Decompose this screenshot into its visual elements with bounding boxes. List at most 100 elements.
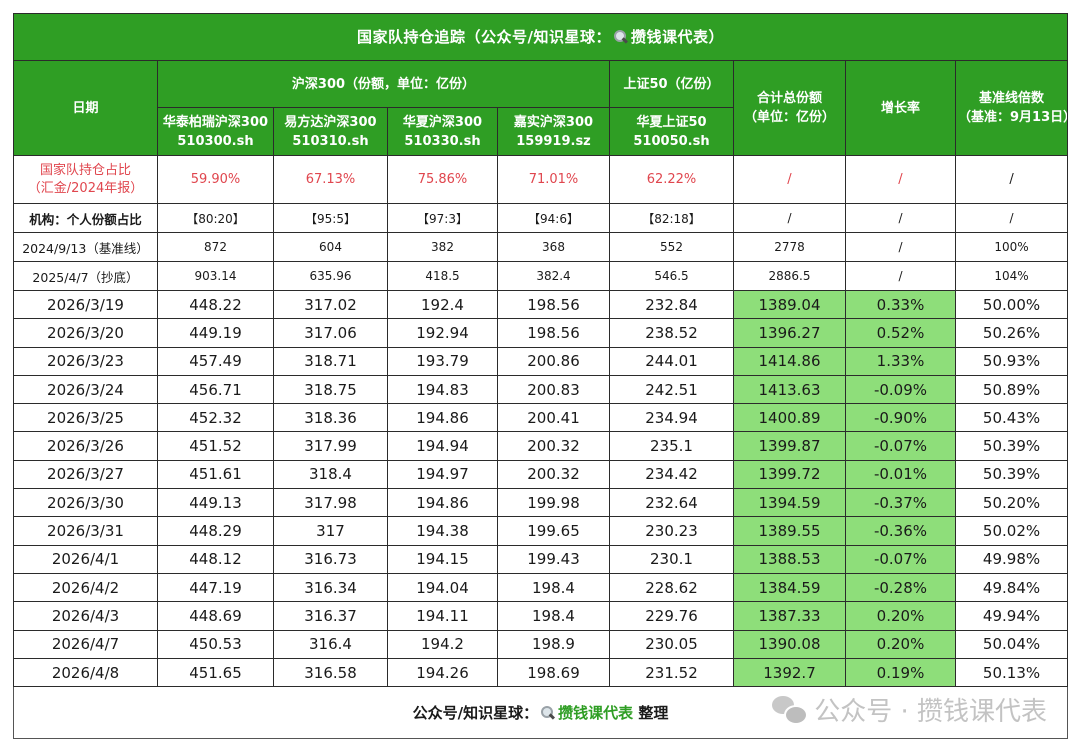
cell: 317.99 (273, 431, 388, 461)
row-date: 2026/3/19 (13, 289, 158, 320)
cell-multiple: / (954, 155, 1069, 204)
cell-total: 1388.53 (733, 544, 846, 574)
cell: 62.22% (609, 155, 734, 204)
cell: 199.98 (497, 488, 610, 518)
row-date: 2026/4/7 (13, 629, 158, 659)
table-title: 国家队持仓追踪（公众号/知识星球： 攒钱课代表） (12, 13, 1069, 61)
fund-name: 华夏沪深300 (402, 114, 483, 130)
cell-multiple: 100% (954, 232, 1069, 262)
cell: 59.90% (157, 155, 274, 204)
cell-growth: 0.19% (845, 657, 956, 688)
cell: 228.62 (609, 572, 734, 603)
holdings-table: 国家队持仓追踪（公众号/知识星球： 攒钱课代表） 日期 沪深300（份额，单位：亿… (12, 13, 1069, 740)
row-date: 2026/3/30 (13, 488, 158, 518)
cell: 234.42 (609, 459, 734, 490)
label-line: （汇金/2024年报） (27, 180, 144, 196)
header-fund: 华夏沪深300 510330.sh (387, 107, 498, 156)
holding-ratio-row: 国家队持仓占比 （汇金/2024年报） 59.90% 67.13% 75.86% … (13, 155, 1069, 204)
cell: 546.5 (609, 261, 734, 291)
cell: 316.34 (273, 572, 388, 603)
cell-total: 1389.04 (733, 289, 846, 320)
table-row: 2026/3/27 451.61 318.4 194.97 200.32 234.42 13… (13, 459, 1069, 490)
cell-multiple: 50.02% (954, 516, 1069, 546)
fund-name: 易方达沪深300 (284, 114, 377, 130)
table-row: 2026/4/8 451.65 316.58 194.26 198.69 231.52 13… (13, 657, 1069, 688)
cell-growth: 0.52% (845, 318, 956, 348)
cell: 229.76 (609, 601, 734, 631)
cell: 448.29 (157, 516, 274, 546)
fund-name: 华夏上证50 (636, 114, 707, 130)
table-row: 2026/3/23 457.49 318.71 193.79 200.86 244.01 1… (13, 346, 1069, 376)
cell: 552 (609, 232, 734, 262)
cell: 【97:3】 (387, 203, 498, 233)
header-fund: 易方达沪深300 510310.sh (273, 107, 388, 156)
cell: 449.19 (157, 318, 274, 348)
cell: 234.94 (609, 403, 734, 433)
cell: 194.11 (387, 601, 498, 631)
cell-total: 1414.86 (733, 346, 846, 376)
cell: 244.01 (609, 346, 734, 376)
row-date: 2026/3/24 (13, 374, 158, 405)
header-date: 日期 (13, 60, 158, 156)
cell: 449.13 (157, 488, 274, 518)
cell: 200.32 (497, 431, 610, 461)
row-date: 2026/3/20 (13, 318, 158, 348)
cell-total: 1384.59 (733, 572, 846, 603)
header-growth: 增长率 (845, 60, 956, 156)
cell-growth: / (845, 155, 956, 204)
table-row: 2026/3/19 448.22 317.02 192.4 198.56 232.84 13… (13, 289, 1069, 320)
cell-total: 1387.33 (733, 601, 846, 631)
footer-credit: 公众号/知识星球： 攒钱课代表 整理 公众号 · 攒钱课代表 (12, 686, 1069, 740)
cell-growth: -0.90% (845, 403, 956, 433)
header-multiple-label: 基准线倍数 (979, 91, 1045, 106)
cell: 194.97 (387, 459, 498, 490)
table-row: 2026/4/1 448.12 316.73 194.15 199.43 230.1 138… (13, 544, 1069, 574)
table-row: 2026/3/30 449.13 317.98 194.86 199.98 232.64 1… (13, 488, 1069, 518)
cell: 316.73 (273, 544, 388, 574)
header-fund: 华夏上证50 510050.sh (609, 107, 734, 156)
cell-growth: / (845, 232, 956, 262)
table-row: 2026/3/24 456.71 318.75 194.83 200.83 242.51 1… (13, 374, 1069, 405)
watermark-text: 公众号 · 攒钱课代表 (814, 697, 1048, 728)
cell-multiple: 49.84% (954, 572, 1069, 603)
cell-total: 1399.87 (733, 431, 846, 461)
header-group-sz50: 上证50（亿份） (609, 60, 734, 108)
cell: 448.12 (157, 544, 274, 574)
footer-brand: 攒钱课代表 (558, 704, 634, 723)
cell-growth: 0.20% (845, 629, 956, 659)
fund-code: 159919.sz (516, 133, 591, 149)
cell-multiple: 50.26% (954, 318, 1069, 348)
cell-multiple: 104% (954, 261, 1069, 291)
table-row: 2026/3/25 452.32 318.36 194.86 200.41 234.94 1… (13, 403, 1069, 433)
cell: 457.49 (157, 346, 274, 376)
cell-total: 1399.72 (733, 459, 846, 490)
cell: 232.64 (609, 488, 734, 518)
cell-total: / (733, 155, 846, 204)
cell: 230.1 (609, 544, 734, 574)
cell-multiple: / (954, 203, 1069, 233)
cell: 194.26 (387, 657, 498, 688)
cell-growth: -0.01% (845, 459, 956, 490)
cell-multiple: 49.98% (954, 544, 1069, 574)
header-fund: 华泰柏瑞沪深300 510300.sh (157, 107, 274, 156)
table-row: 2026/4/7 450.53 316.4 194.2 198.9 230.05 1390.… (13, 629, 1069, 659)
cell: 452.32 (157, 403, 274, 433)
cell: 67.13% (273, 155, 388, 204)
bottom-row: 2025/4/7（抄底） 903.14 635.96 418.5 382.4 5… (13, 261, 1069, 291)
cell: 318.75 (273, 374, 388, 405)
cell: 451.61 (157, 459, 274, 490)
magnifier-icon (614, 29, 628, 44)
header-multiple-note: （基准：9月13日） (958, 110, 1068, 125)
cell-total: 1389.55 (733, 516, 846, 546)
title-prefix: 国家队持仓追踪（公众号/知识星球： (357, 27, 611, 46)
footer-row: 公众号/知识星球： 攒钱课代表 整理 公众号 · 攒钱课代表 (12, 686, 1069, 740)
cell: 75.86% (387, 155, 498, 204)
cell: 418.5 (387, 261, 498, 291)
fund-name: 嘉实沪深300 (513, 114, 594, 130)
cell: 317 (273, 516, 388, 546)
cell: 450.53 (157, 629, 274, 659)
row-date: 2026/3/27 (13, 459, 158, 490)
cell: 194.15 (387, 544, 498, 574)
cell: 198.56 (497, 318, 610, 348)
cell: 192.94 (387, 318, 498, 348)
